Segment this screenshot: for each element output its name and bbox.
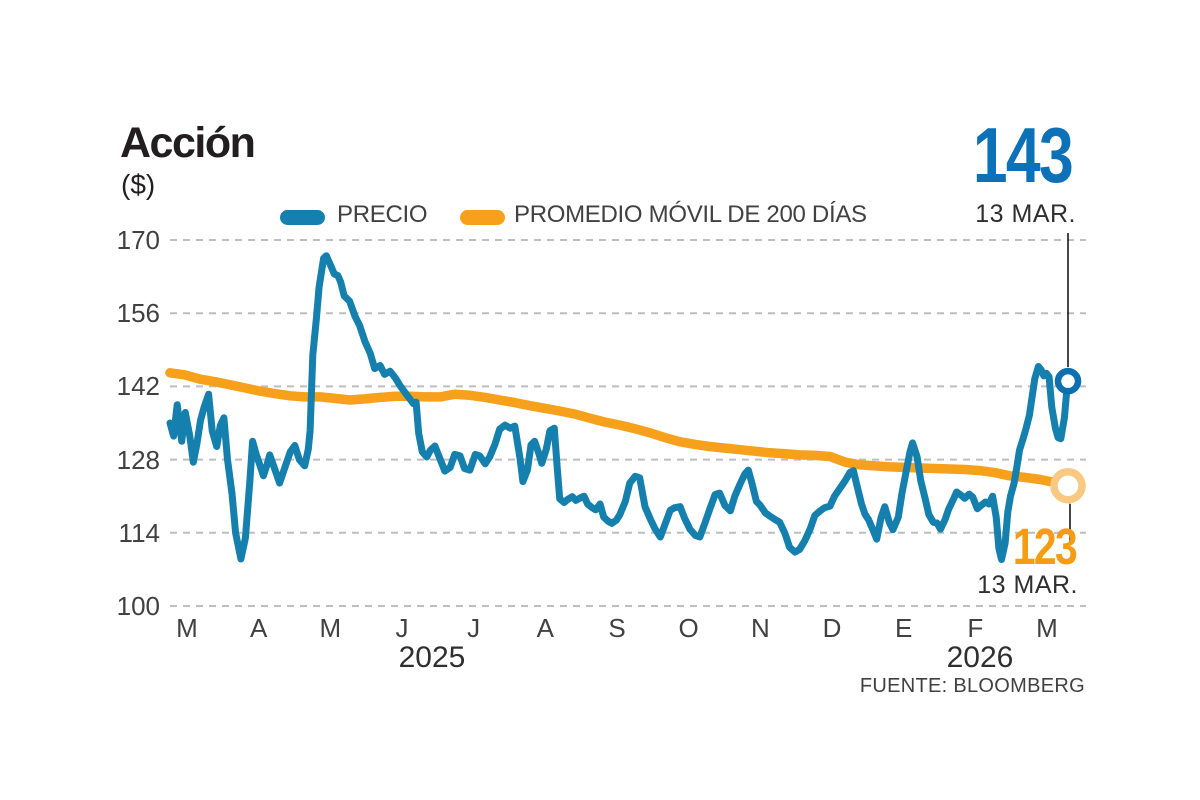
moving-average-end-date: 13 MAR. — [977, 571, 1078, 599]
legend-label-price: PRECIO — [337, 201, 428, 228]
price-end-value: 143 — [972, 111, 1074, 199]
x-tick-label-11-F: F — [967, 613, 984, 643]
y-tick-label-170: 170 — [116, 225, 160, 255]
y-tick-label-100: 100 — [116, 591, 160, 621]
x-tick-label-3-J: J — [395, 613, 409, 643]
y-tick-label-156: 156 — [116, 298, 160, 329]
source-credit: FUENTE: BLOOMBERG — [859, 675, 1085, 697]
price-end-marker — [1054, 367, 1082, 395]
y-tick-label-142: 142 — [116, 371, 160, 402]
x-tick-label-0-M: M — [176, 613, 198, 643]
annotations — [1050, 233, 1086, 542]
x-tick-label-9-D: D — [822, 613, 842, 643]
page-title: Acción — [120, 119, 256, 167]
year-label-2025: 2025 — [398, 641, 466, 674]
legend-swatch-price — [280, 210, 325, 225]
moving-average-end-value: 123 — [1012, 518, 1078, 575]
price-end-date: 13 MAR. — [975, 200, 1076, 228]
x-tick-label-7-O: O — [678, 613, 699, 643]
x-tick-label-2-M: M — [319, 613, 342, 643]
x-tick-label-4-J: J — [467, 613, 481, 643]
y-tick-label-114: 114 — [118, 517, 160, 548]
y-tick-label-128: 128 — [116, 444, 160, 475]
axis-unit-label: ($) — [121, 169, 156, 200]
legend-swatch-moving-average — [460, 210, 505, 225]
x-tick-label-6-S: S — [608, 613, 626, 643]
x-tick-label-5-A: A — [536, 613, 554, 643]
moving-average-end-marker — [1050, 467, 1086, 504]
gridlines — [170, 239, 1086, 607]
x-tick-label-10-E: E — [894, 613, 913, 643]
x-tick-label-1-A: A — [249, 613, 268, 643]
series-lines — [165, 252, 1073, 563]
legend-label-moving-average: PROMEDIO MÓVIL DE 200 DÍAS — [514, 201, 867, 228]
x-tick-label-12-M: M — [1036, 613, 1058, 643]
series-line-price — [166, 252, 1072, 563]
x-tick-label-8-N: N — [750, 613, 770, 643]
year-label-2026: 2026 — [946, 641, 1014, 674]
